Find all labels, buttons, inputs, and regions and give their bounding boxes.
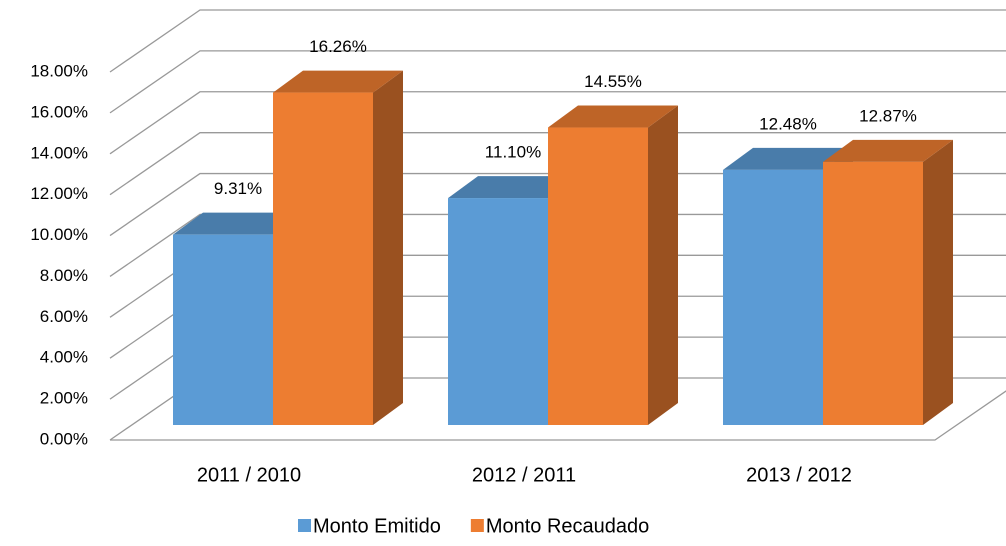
bar-top bbox=[723, 147, 853, 170]
bar-top bbox=[448, 176, 578, 199]
grid-line bbox=[109, 9, 1006, 73]
y-tick-label: 0.00% bbox=[40, 429, 88, 448]
bar bbox=[548, 127, 648, 426]
data-label: 9.31% bbox=[214, 179, 262, 198]
grid-line bbox=[109, 91, 1006, 155]
y-tick-label: 2.00% bbox=[40, 389, 88, 408]
x-tick-label: 2013 / 2012 bbox=[746, 464, 852, 486]
legend-label: Monto Recaudado bbox=[486, 515, 649, 537]
y-tick-label: 16.00% bbox=[30, 102, 88, 121]
bar bbox=[823, 161, 923, 425]
bar-side bbox=[373, 70, 403, 425]
bar-top bbox=[173, 212, 303, 235]
legend-label: Monto Emitido bbox=[313, 515, 441, 537]
x-tick-label: 2011 / 2010 bbox=[197, 464, 301, 486]
y-tick-label: 6.00% bbox=[40, 307, 88, 326]
bar-side bbox=[648, 105, 678, 426]
data-label: 11.10% bbox=[485, 143, 541, 162]
bar-top bbox=[548, 105, 678, 128]
x-tick-label: 2012 / 2011 bbox=[472, 464, 576, 486]
legend-swatch bbox=[470, 519, 484, 532]
bar-side bbox=[923, 139, 953, 425]
y-tick-label: 14.00% bbox=[30, 143, 88, 162]
bar bbox=[448, 198, 548, 425]
bar bbox=[273, 92, 373, 425]
bar bbox=[723, 169, 823, 425]
y-tick-label: 10.00% bbox=[30, 225, 88, 244]
data-label: 16.26% bbox=[309, 37, 367, 56]
y-tick-label: 12.00% bbox=[30, 184, 88, 203]
bar-top bbox=[823, 139, 953, 162]
y-tick-label: 18.00% bbox=[30, 61, 88, 80]
bar bbox=[173, 234, 273, 425]
data-label: 12.48% bbox=[759, 114, 817, 133]
data-label: 12.87% bbox=[859, 106, 917, 125]
y-tick-label: 4.00% bbox=[40, 348, 88, 367]
floor bbox=[110, 390, 1006, 441]
grid-line bbox=[109, 50, 1006, 114]
y-tick-label: 8.00% bbox=[40, 266, 88, 285]
legend-swatch bbox=[298, 519, 311, 532]
bar-top bbox=[273, 70, 403, 93]
grid-line bbox=[109, 132, 1006, 196]
data-label: 14.55% bbox=[584, 72, 642, 91]
